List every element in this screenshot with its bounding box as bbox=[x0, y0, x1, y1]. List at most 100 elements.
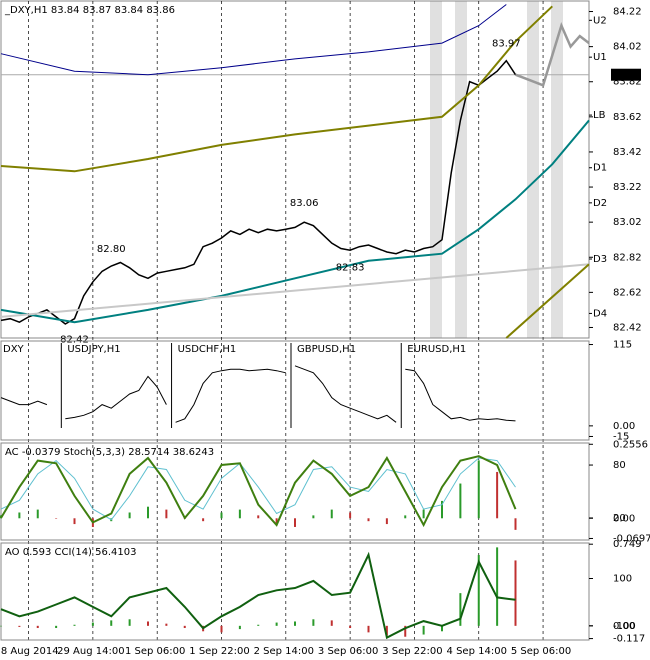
annotation: 82.80 bbox=[97, 244, 126, 255]
y-tick-label: 82.82 bbox=[613, 252, 642, 263]
histogram-bar bbox=[73, 624, 76, 626]
x-tick-label: 3 Sep 06:00 bbox=[318, 646, 378, 657]
histogram-bar bbox=[441, 500, 443, 519]
panel-title: AC -0.0379 Stoch(5,3,3) 28.5714 38.6243 bbox=[5, 447, 214, 458]
panel-frame bbox=[0, 0, 590, 339]
series-line bbox=[0, 119, 590, 324]
last-price-label: 83.86 bbox=[613, 70, 642, 81]
series-line bbox=[0, 5, 553, 173]
histogram-bar bbox=[220, 512, 223, 519]
histogram-bar bbox=[477, 460, 480, 519]
histogram-bar bbox=[238, 509, 241, 519]
series-line bbox=[515, 22, 590, 87]
histogram-bar bbox=[496, 471, 499, 519]
series-label: DXY bbox=[3, 344, 25, 355]
histogram-bar bbox=[367, 518, 370, 522]
y-tick-label: -100 bbox=[613, 621, 636, 632]
histogram-bar bbox=[73, 518, 76, 525]
y-tick-label: 83.62 bbox=[613, 112, 642, 123]
shade bbox=[455, 1, 467, 338]
histogram-bar bbox=[36, 509, 39, 519]
series-label: USDCHF,H1 bbox=[178, 344, 237, 355]
annotation: 83.06 bbox=[290, 198, 319, 209]
x-tick-label: 3 Sep 22:00 bbox=[382, 646, 442, 657]
histogram-bar bbox=[147, 506, 149, 519]
series-line bbox=[175, 368, 286, 423]
histogram-bar bbox=[128, 619, 131, 626]
level-label: D3 bbox=[593, 254, 607, 265]
histogram-bar bbox=[385, 518, 388, 525]
histogram-bar bbox=[275, 518, 278, 525]
panel-title: AO 0.593 CCI(14) 56.4103 bbox=[5, 547, 137, 558]
series-line bbox=[0, 551, 516, 640]
shade bbox=[527, 1, 539, 338]
series-line bbox=[0, 263, 590, 318]
series-line bbox=[0, 397, 48, 406]
level-label: D1 bbox=[593, 163, 607, 174]
histogram-bar bbox=[165, 623, 168, 626]
histogram-bar bbox=[18, 512, 21, 519]
histogram-bar bbox=[183, 625, 186, 629]
histogram-bar bbox=[330, 509, 333, 519]
histogram-bar bbox=[349, 625, 352, 629]
histogram-bar bbox=[165, 509, 168, 519]
level-label: D2 bbox=[593, 198, 607, 209]
histogram-bar bbox=[441, 625, 443, 632]
histogram-bar bbox=[367, 625, 370, 633]
y-tick-label: 83.02 bbox=[613, 217, 642, 228]
y-tick-label: 82.62 bbox=[613, 287, 642, 298]
histogram-bar bbox=[422, 625, 425, 635]
y-tick-label: 82.42 bbox=[613, 322, 642, 333]
histogram-bar bbox=[36, 625, 39, 629]
x-tick-label: 28 Aug 2014 bbox=[0, 646, 59, 657]
y-tick-label: 84.22 bbox=[613, 7, 642, 18]
series-line bbox=[294, 365, 397, 423]
histogram-bar bbox=[330, 620, 333, 626]
y-tick-label: 20 bbox=[613, 513, 626, 524]
histogram-bar bbox=[55, 518, 58, 519]
y-tick-label: 0.2556 bbox=[613, 439, 648, 450]
shade bbox=[551, 1, 563, 338]
histogram-bar bbox=[459, 483, 462, 519]
series-line bbox=[0, 4, 507, 76]
series-line bbox=[405, 368, 516, 422]
histogram-bar bbox=[514, 518, 517, 530]
level-label: U2 bbox=[593, 15, 607, 26]
histogram-bar bbox=[312, 619, 315, 626]
histogram-bar bbox=[55, 625, 58, 629]
series-line bbox=[505, 263, 590, 339]
histogram-bar bbox=[257, 624, 260, 626]
y-tick-label: 0.749 bbox=[613, 539, 642, 550]
y-tick-label: 83.42 bbox=[613, 147, 642, 158]
histogram-bar bbox=[496, 547, 499, 626]
x-tick-label: 2 Sep 14:00 bbox=[254, 646, 314, 657]
histogram-bar bbox=[404, 515, 407, 519]
histogram-bar bbox=[238, 625, 241, 630]
series-line bbox=[0, 457, 516, 521]
y-tick-label: 80 bbox=[613, 460, 626, 471]
y-tick-label: -0.117 bbox=[613, 634, 645, 645]
histogram-bar bbox=[0, 625, 2, 627]
histogram-bar bbox=[202, 518, 205, 522]
histogram-bar bbox=[110, 620, 113, 626]
y-tick-label: 100 bbox=[613, 573, 632, 584]
annotation: 83.97 bbox=[492, 38, 521, 49]
histogram-bar bbox=[128, 512, 131, 519]
panel-frame bbox=[0, 340, 590, 441]
level-label: U1 bbox=[593, 52, 607, 63]
x-tick-label: 29 Aug 14:00 bbox=[57, 646, 124, 657]
last-price-box bbox=[611, 68, 641, 81]
shade bbox=[430, 1, 442, 338]
y-tick-label: -15 bbox=[613, 431, 629, 442]
histogram-bar bbox=[147, 621, 149, 626]
level-label: D4 bbox=[593, 308, 607, 319]
histogram-bar bbox=[312, 515, 315, 519]
y-tick-label: 0.00 bbox=[613, 421, 635, 432]
histogram-bar bbox=[294, 518, 296, 527]
histogram-bar bbox=[220, 625, 223, 633]
panel-title: _DXY,H1 83.84 83.87 83.84 83.86 bbox=[4, 5, 175, 16]
annotation: 82.83 bbox=[336, 263, 365, 274]
series-line bbox=[65, 375, 167, 420]
histogram-bar bbox=[514, 560, 517, 626]
